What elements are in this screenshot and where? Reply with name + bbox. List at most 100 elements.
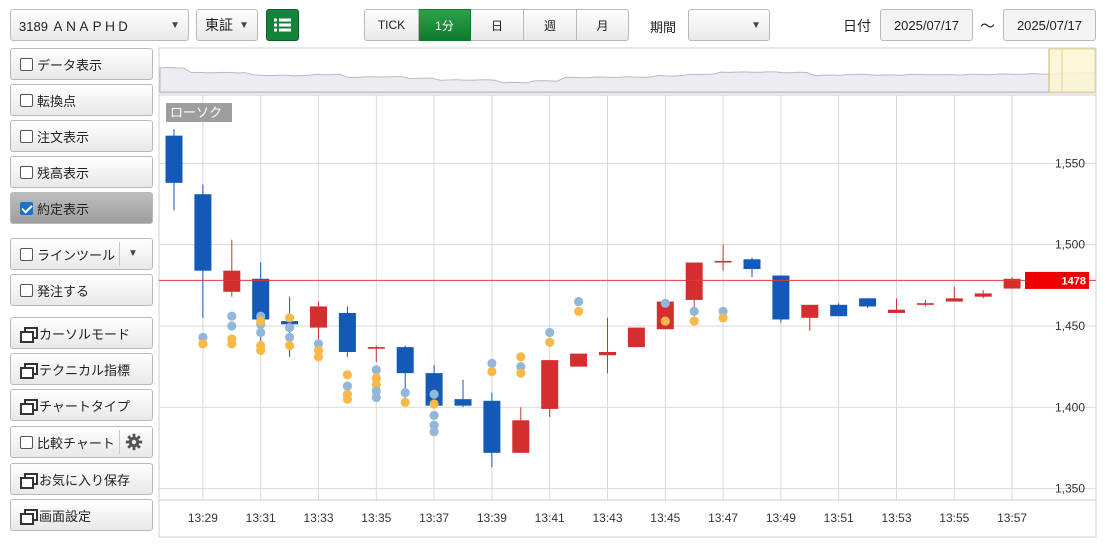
tab-week[interactable]: 週: [524, 9, 577, 41]
candle-body: [859, 298, 877, 307]
date-to-field[interactable]: 2025/07/17: [1003, 9, 1096, 41]
buy-execution-marker: [371, 379, 381, 390]
candle-body: [252, 278, 270, 320]
screen-settings-button[interactable]: 画面設定: [10, 499, 153, 531]
gear-icon[interactable]: [125, 433, 143, 451]
current-price-label: 1478: [1062, 275, 1086, 287]
line-tool-dropdown-icon[interactable]: ▼: [128, 248, 138, 259]
x-tick-label: 13:31: [246, 511, 276, 525]
candle-body: [743, 259, 761, 270]
buy-execution-marker: [516, 368, 526, 378]
window-icon: [20, 398, 38, 415]
turning-point-toggle[interactable]: 転換点: [10, 84, 153, 116]
candle-body: [945, 298, 963, 302]
tab-1min[interactable]: 1分: [419, 9, 471, 41]
x-tick-label: 13:39: [477, 511, 507, 525]
navigator-window[interactable]: [1048, 48, 1096, 93]
tab-tick[interactable]: TICK: [364, 9, 419, 41]
candle-body: [512, 420, 530, 453]
buy-execution-marker: [487, 366, 497, 377]
x-tick-label: 13:55: [939, 511, 969, 525]
window-icon: [20, 362, 38, 379]
chart-panel[interactable]: [158, 94, 1097, 538]
buy-execution-marker: [718, 313, 728, 323]
sell-execution-marker: [545, 327, 555, 338]
sell-execution-marker: [285, 332, 295, 342]
list-view-button[interactable]: [266, 9, 299, 41]
candle-body: [888, 309, 905, 313]
candle-body: [974, 293, 992, 297]
x-tick-label: 13:41: [535, 511, 565, 525]
candle-body: [454, 399, 472, 406]
place-order-label: 発注する: [37, 283, 90, 299]
sell-execution-marker: [429, 389, 439, 399]
execution-display-label: 約定表示: [37, 201, 90, 217]
compare-chart-toggle[interactable]: 比較チャート: [10, 426, 153, 458]
y-tick-label: 1,550: [1055, 156, 1085, 170]
chevron-down-icon: ▼: [239, 19, 249, 31]
x-tick-label: 13:49: [766, 511, 796, 525]
x-tick-label: 13:47: [708, 511, 738, 525]
executions-group: [198, 296, 728, 437]
buy-execution-marker: [371, 373, 381, 383]
sell-execution-marker: [516, 362, 526, 372]
sell-execution-marker: [371, 365, 381, 375]
candle-body: [916, 303, 934, 305]
candle-body: [772, 275, 790, 320]
buy-execution-marker: [227, 339, 237, 349]
checkbox-checked-icon: [20, 201, 33, 215]
x-tick-label: 13:51: [824, 511, 854, 525]
save-favorite-button[interactable]: お気に入り保存: [10, 463, 153, 495]
sell-execution-marker: [689, 306, 699, 316]
candle-body: [627, 327, 645, 348]
symbol-select[interactable]: 3189 ＡＮＡＰＨＤ ▼: [10, 9, 189, 41]
checkbox-icon: [20, 57, 33, 71]
place-order-toggle[interactable]: 発注する: [10, 274, 153, 306]
balance-display-toggle[interactable]: 残高表示: [10, 156, 153, 188]
data-display-toggle[interactable]: データ表示: [10, 48, 153, 80]
sell-execution-marker: [574, 296, 584, 307]
buy-execution-marker: [198, 339, 208, 349]
order-display-label: 注文表示: [37, 129, 90, 145]
buy-execution-marker: [256, 345, 266, 355]
candle-body: [685, 262, 703, 300]
y-tick-label: 1,500: [1055, 238, 1085, 252]
candle-body: [483, 400, 501, 453]
buy-execution-marker: [545, 337, 555, 347]
cursor-mode-button[interactable]: カーソルモード: [10, 317, 153, 349]
window-icon: [20, 508, 38, 525]
candle-body: [830, 304, 848, 317]
x-tick-label: 13:29: [188, 511, 218, 525]
buy-execution-marker: [256, 316, 266, 326]
order-display-toggle[interactable]: 注文表示: [10, 120, 153, 152]
tab-day[interactable]: 日: [471, 9, 524, 41]
checkbox-icon: [20, 435, 33, 449]
technical-indicator-button[interactable]: テクニカル指標: [10, 353, 153, 385]
sell-execution-marker: [718, 306, 728, 316]
candle-body: [599, 351, 616, 356]
line-tool-toggle[interactable]: ラインツール: [10, 238, 153, 270]
window-icon: [20, 326, 38, 343]
checkbox-icon: [20, 129, 33, 143]
checkbox-icon: [20, 247, 33, 261]
buy-execution-marker: [313, 345, 324, 355]
buy-execution-marker: [574, 306, 584, 316]
buy-execution-marker: [660, 316, 670, 326]
candle-body: [1003, 278, 1021, 289]
buy-execution-marker: [400, 397, 410, 408]
kikan-select[interactable]: ▼: [688, 9, 770, 41]
navigator-overview: [159, 66, 1096, 93]
candle-body: [367, 347, 385, 349]
kikan-label: 期間: [650, 20, 677, 35]
execution-display-toggle[interactable]: 約定表示: [10, 192, 153, 224]
buy-execution-marker: [429, 399, 439, 409]
market-select[interactable]: 東証 ▼: [196, 9, 258, 41]
candle-body: [541, 360, 559, 409]
candle-body: [396, 347, 414, 374]
date-from-field[interactable]: 2025/07/17: [880, 9, 973, 41]
tab-month[interactable]: 月: [577, 9, 629, 41]
window-icon: [20, 472, 38, 489]
technical-indicator-label: テクニカル指標: [39, 362, 131, 378]
chart-type-button[interactable]: チャートタイプ: [10, 389, 153, 421]
